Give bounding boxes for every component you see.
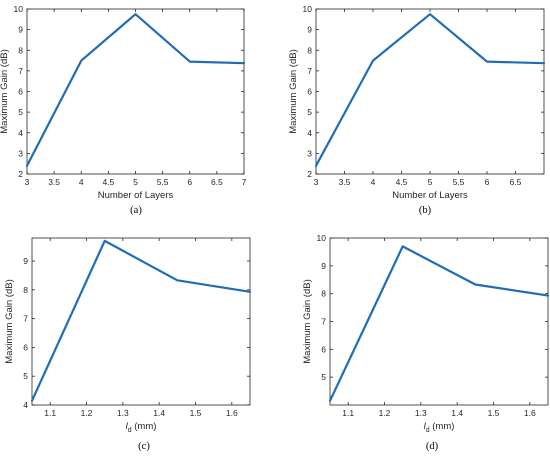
- panel-caption: (b): [419, 205, 432, 216]
- x-tick-label: 1.4: [451, 408, 463, 418]
- plot-frame: [31, 237, 251, 406]
- x-tick-label: 6.5: [510, 177, 522, 187]
- series-line: [25, 13, 246, 167]
- y-tick-label: 10: [14, 4, 24, 14]
- chart-panel-3: 1.1 1.2 1.3 1.4 1.5 1.6 4 5 6 7 8 9 ld (mm) Maximum G…: [4, 237, 252, 452]
- y-tick-label: 5: [307, 107, 312, 117]
- y-axis-label: Maximum Gain (dB): [0, 49, 10, 133]
- y-tick-label: 6: [18, 87, 23, 97]
- x-tick-label: 7: [242, 177, 247, 187]
- x-tick-label: 1.2: [379, 408, 391, 418]
- x-tick-label: 1.4: [153, 408, 165, 418]
- y-tick-label: 6: [307, 87, 312, 97]
- x-tick-label: 5: [428, 177, 433, 187]
- x-tick-label: 6.5: [211, 177, 223, 187]
- y-tick-label: 4: [307, 128, 312, 138]
- x-tick-label: 5.5: [453, 177, 465, 187]
- x-tick-label: 1.5: [488, 408, 500, 418]
- series-line: [314, 13, 546, 167]
- x-axis-label-unit: (mm): [132, 421, 157, 432]
- panel-caption: (d): [426, 441, 439, 452]
- y-tick-label: 8: [23, 285, 28, 295]
- x-axis-label-main: l: [424, 421, 427, 432]
- series-line: [328, 245, 550, 402]
- x-axis-label: Number of Layers: [98, 190, 174, 201]
- y-tick-label: 9: [321, 261, 326, 271]
- x-tick-label: 1.6: [524, 408, 536, 418]
- x-axis-label-sub: d: [426, 427, 430, 434]
- x-axis-label-unit: (mm): [430, 421, 455, 432]
- x-tick-label: 4.5: [396, 177, 408, 187]
- x-axis-label: Number of Layers: [392, 190, 468, 201]
- x-axis-label: ld (mm): [126, 421, 157, 434]
- y-tick-label: 3: [307, 148, 312, 158]
- y-tick-label: 9: [307, 25, 312, 35]
- x-tick-label: 1.5: [190, 408, 202, 418]
- chart-panel-4: 1.1 1.2 1.3 1.4 1.5 1.6 5 6 7 8 9 10 ld (mm) Maximum …: [302, 233, 550, 452]
- y-tick-label: 8: [307, 45, 312, 55]
- y-axis-label: Maximum Gain (dB): [4, 279, 15, 363]
- x-axis-label-sub: d: [128, 427, 132, 434]
- x-tick-label: 4: [79, 177, 84, 187]
- y-tick-label: 6: [23, 342, 28, 352]
- x-tick-label: 1.6: [226, 408, 238, 418]
- x-tick-label: 3: [314, 177, 319, 187]
- x-tick-label: 1.3: [415, 408, 427, 418]
- y-axis-label: Maximum Gain (dB): [288, 49, 299, 133]
- y-tick-label: 6: [321, 344, 326, 354]
- y-tick-label: 7: [307, 66, 312, 76]
- x-axis-label: ld (mm): [424, 421, 455, 434]
- y-tick-label: 4: [18, 128, 23, 138]
- y-tick-label: 8: [18, 45, 23, 55]
- y-tick-label: 4: [23, 400, 28, 410]
- y-tick-label: 5: [18, 107, 23, 117]
- y-tick-label: 7: [18, 66, 23, 76]
- y-tick-label: 9: [18, 25, 23, 35]
- x-tick-label: 1.2: [81, 408, 93, 418]
- x-tick-label: 6: [485, 177, 490, 187]
- panel-caption: (a): [130, 205, 142, 216]
- y-tick-label: 2: [307, 169, 312, 179]
- x-axis-label-main: l: [126, 421, 129, 432]
- y-tick-label: 5: [23, 371, 28, 381]
- panel-caption: (c): [138, 441, 150, 452]
- x-tick-label: 1.3: [117, 408, 129, 418]
- x-tick-label: 3.5: [48, 177, 60, 187]
- x-tick-label: 3: [25, 177, 30, 187]
- y-tick-label: 9: [23, 256, 28, 266]
- x-tick-label: 4.5: [102, 177, 114, 187]
- axis-ticks: [330, 237, 548, 405]
- y-tick-label: 10: [317, 233, 327, 243]
- axis-ticks: [315, 8, 544, 175]
- plot-frame: [329, 237, 549, 406]
- axis-ticks: [32, 238, 250, 406]
- x-tick-label: 6: [187, 177, 192, 187]
- series-line: [30, 239, 252, 402]
- y-tick-label: 2: [18, 169, 23, 179]
- y-tick-label: 8: [321, 289, 326, 299]
- x-tick-label: 1.1: [44, 408, 56, 418]
- y-tick-label: 7: [23, 314, 28, 324]
- x-tick-label: 4: [371, 177, 376, 187]
- plot-frame: [315, 8, 545, 175]
- y-tick-label: 5: [321, 372, 326, 382]
- y-axis-label: Maximum Gain (dB): [302, 279, 313, 363]
- y-tick-label: 7: [321, 317, 326, 327]
- plot-frame: [26, 8, 245, 175]
- y-tick-label: 3: [18, 148, 23, 158]
- x-tick-label: 1.1: [342, 408, 354, 418]
- x-tick-label: 5.5: [157, 177, 169, 187]
- x-tick-label: 5: [133, 177, 138, 187]
- x-tick-label: 3.5: [339, 177, 351, 187]
- axis-ticks: [26, 8, 245, 175]
- y-tick-label: 10: [303, 4, 313, 14]
